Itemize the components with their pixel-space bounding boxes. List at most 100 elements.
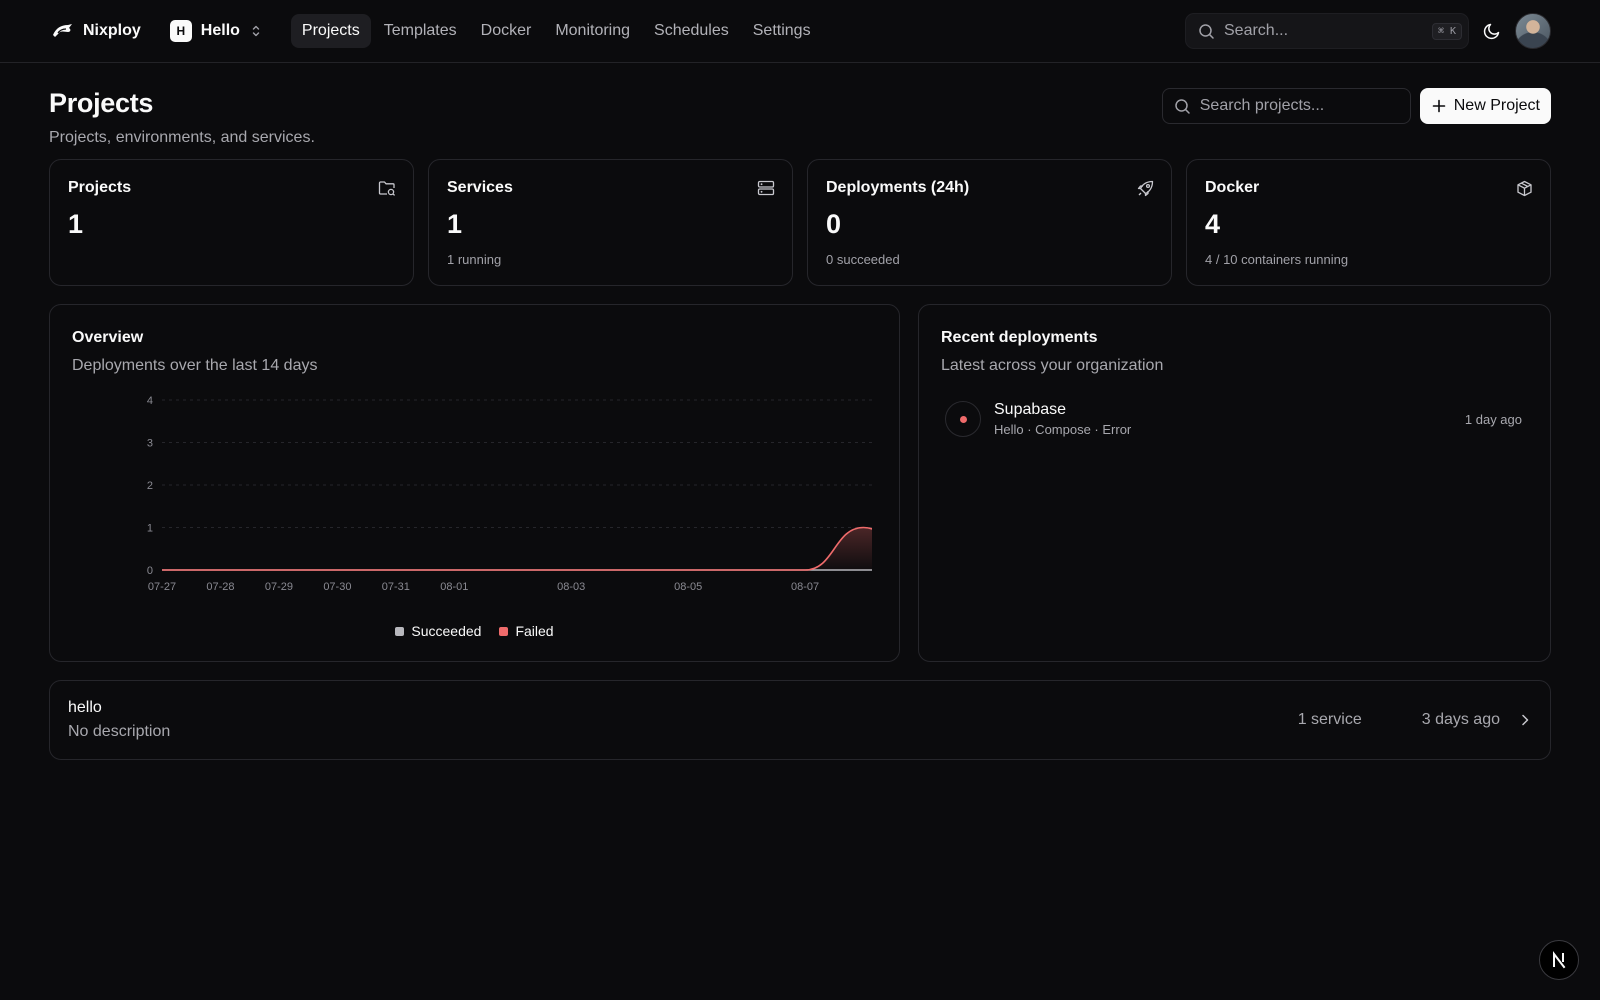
nav-projects[interactable]: Projects bbox=[290, 14, 371, 48]
project-search-input[interactable] bbox=[1199, 97, 1399, 115]
projects-page: Projects Projects, environments, and ser… bbox=[0, 63, 1600, 760]
x-tick-label: 07-29 bbox=[265, 581, 293, 593]
server-icon bbox=[757, 180, 775, 196]
overview-panel: Overview Deployments over the last 14 da… bbox=[49, 304, 900, 662]
rocket-icon bbox=[1137, 180, 1154, 197]
project-search[interactable] bbox=[1161, 88, 1411, 124]
brand[interactable]: Nixploy bbox=[52, 22, 141, 40]
search-icon bbox=[1198, 23, 1215, 40]
nav-monitoring[interactable]: Monitoring bbox=[555, 22, 631, 39]
recent-deployments-panel: Recent deployments Latest across your or… bbox=[918, 304, 1551, 662]
nav-settings[interactable]: Settings bbox=[752, 22, 811, 39]
org-switcher[interactable]: H Hello bbox=[169, 20, 263, 42]
brand-name: Nixploy bbox=[83, 22, 141, 39]
series-area-failed bbox=[162, 527, 872, 570]
recent-title: Recent deployments bbox=[941, 329, 1098, 346]
stat-card-projects: Projects 1 bbox=[49, 159, 414, 286]
header-actions: New Project bbox=[1161, 88, 1551, 147]
project-description: No description bbox=[68, 723, 171, 740]
nav-templates[interactable]: Templates bbox=[383, 22, 457, 39]
stat-value: 0 bbox=[826, 209, 842, 239]
box-icon bbox=[1516, 180, 1533, 197]
x-tick-label: 07-30 bbox=[323, 581, 351, 593]
org-name: Hello bbox=[200, 22, 240, 39]
search-shortcut: ⌘ K bbox=[1431, 22, 1462, 40]
chevron-up-down-icon bbox=[249, 24, 263, 38]
next-logo-icon bbox=[1550, 951, 1568, 969]
global-search-placeholder: Search... bbox=[1224, 22, 1289, 39]
plus-icon bbox=[1432, 99, 1446, 113]
deployment-text: Supabase Hello · Compose · Error bbox=[994, 401, 1131, 437]
stat-label: Projects bbox=[68, 179, 132, 196]
main-nav: Projects Templates Docker Monitoring Sch… bbox=[290, 14, 822, 48]
x-tick-label: 08-03 bbox=[557, 581, 585, 593]
dashboard-panels: Overview Deployments over the last 14 da… bbox=[49, 304, 1551, 662]
stat-card-docker: Docker 4 4 / 10 containers running bbox=[1186, 159, 1551, 286]
stat-card-deployments: Deployments (24h) 0 0 succeeded bbox=[807, 159, 1172, 286]
x-tick-label: 07-27 bbox=[148, 581, 176, 593]
y-tick-label: 0 bbox=[147, 565, 153, 577]
x-tick-label: 08-01 bbox=[440, 581, 468, 593]
page-header: Projects Projects, environments, and ser… bbox=[49, 63, 1551, 147]
search-icon bbox=[1174, 98, 1191, 115]
nav-schedules[interactable]: Schedules bbox=[654, 22, 729, 39]
stat-label: Docker bbox=[1205, 179, 1260, 196]
chart-legend: Succeeded Failed bbox=[50, 623, 899, 639]
page-title: Projects bbox=[49, 88, 154, 118]
x-tick-label: 08-07 bbox=[791, 581, 819, 593]
user-avatar[interactable] bbox=[1515, 13, 1551, 49]
stat-note: 0 succeeded bbox=[826, 252, 900, 267]
next-dev-tools-button[interactable] bbox=[1539, 940, 1579, 980]
stat-label: Services bbox=[447, 179, 513, 196]
nav-docker[interactable]: Docker bbox=[480, 22, 532, 39]
deployment-time: 1 day ago bbox=[1464, 411, 1522, 427]
stat-card-services: Services 1 1 running bbox=[428, 159, 793, 286]
legend-swatch-succeeded bbox=[395, 626, 405, 636]
error-status-dot bbox=[959, 415, 967, 423]
stat-value: 4 bbox=[1205, 209, 1221, 239]
theme-toggle-moon-icon[interactable] bbox=[1483, 22, 1501, 40]
top-navigation-bar: Nixploy H Hello Projects Templates Docke… bbox=[0, 0, 1600, 63]
deployment-item[interactable]: Supabase Hello · Compose · Error 1 day a… bbox=[941, 401, 1528, 437]
y-tick-label: 3 bbox=[147, 438, 153, 450]
deployment-status-indicator bbox=[945, 401, 981, 437]
stat-cards: Projects 1 Services 1 1 running Dep bbox=[49, 159, 1551, 286]
legend-label: Failed bbox=[515, 623, 554, 639]
folder-icon bbox=[378, 180, 396, 196]
legend-label: Succeeded bbox=[411, 623, 482, 639]
nixploy-logo-icon bbox=[52, 23, 73, 39]
project-info: hello No description bbox=[68, 699, 170, 741]
y-tick-label: 1 bbox=[147, 523, 153, 535]
project-updated-time: 3 days ago bbox=[1421, 711, 1500, 728]
stat-note: 4 / 10 containers running bbox=[1205, 252, 1349, 267]
project-row[interactable]: hello No description 1 service 3 days ag… bbox=[49, 680, 1551, 760]
org-avatar: H bbox=[169, 20, 192, 42]
project-service-count: 1 service bbox=[1297, 711, 1362, 728]
page-subtitle: Projects, environments, and services. bbox=[49, 129, 315, 146]
stat-label: Deployments (24h) bbox=[826, 179, 970, 196]
deployments-chart-svg: 0 1 2 3 4 07-27 07-28 07-29 07-30 07-31 08-01 08-03… bbox=[147, 395, 872, 593]
new-project-button[interactable]: New Project bbox=[1419, 88, 1551, 124]
stat-value: 1 bbox=[447, 209, 463, 239]
stat-note: 1 running bbox=[447, 252, 502, 267]
legend-item-succeeded: Succeeded bbox=[395, 623, 481, 639]
x-tick-label: 07-28 bbox=[206, 581, 234, 593]
y-tick-label: 4 bbox=[147, 395, 153, 407]
recent-subtitle: Latest across your organization bbox=[941, 357, 1164, 374]
deployment-name: Supabase bbox=[994, 401, 1067, 418]
chevron-right-icon bbox=[1518, 713, 1532, 727]
legend-item-failed: Failed bbox=[499, 623, 554, 639]
top-right-actions: Search... ⌘ K bbox=[1185, 13, 1551, 49]
series-line-failed bbox=[162, 526, 872, 571]
legend-swatch-failed bbox=[499, 626, 509, 636]
overview-title: Overview bbox=[72, 329, 144, 346]
x-tick-label: 08-05 bbox=[674, 581, 702, 593]
x-tick-label: 07-31 bbox=[382, 581, 410, 593]
overview-subtitle: Deployments over the last 14 days bbox=[72, 357, 318, 374]
y-tick-label: 2 bbox=[147, 480, 153, 492]
deployments-chart: 0 1 2 3 4 07-27 07-28 07-29 07-30 07-31 08-01 08-03… bbox=[72, 390, 872, 610]
stat-value: 1 bbox=[68, 209, 84, 239]
global-search[interactable]: Search... ⌘ K bbox=[1185, 13, 1469, 49]
new-project-label: New Project bbox=[1453, 97, 1540, 114]
deployment-meta: Hello · Compose · Error bbox=[994, 422, 1132, 437]
